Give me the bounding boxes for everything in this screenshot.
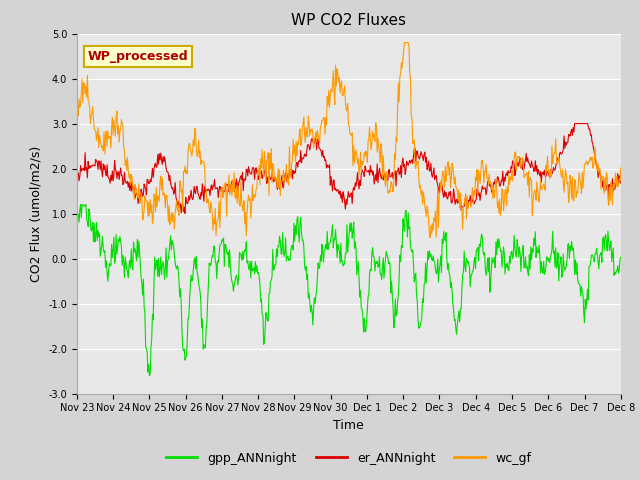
wc_gf — [617, 165, 625, 171]
wc_gf — [139, 217, 147, 223]
Title: WP CO2 Fluxes: WP CO2 Fluxes — [291, 13, 406, 28]
er_ANNnight — [223, 182, 231, 188]
er_ANNnight — [617, 180, 625, 186]
er_ANNnight — [139, 193, 147, 199]
gpp_ANNnight — [224, 249, 232, 255]
gpp_ANNnight — [417, 324, 424, 329]
gpp_ANNnight — [196, 285, 204, 290]
gpp_ANNnight — [617, 254, 625, 260]
Line: gpp_ANNnight: gpp_ANNnight — [77, 204, 621, 375]
wc_gf — [433, 234, 440, 240]
wc_gf — [223, 214, 230, 219]
wc_gf — [83, 94, 90, 100]
er_ANNnight — [431, 174, 439, 180]
gpp_ANNnight — [433, 271, 440, 276]
Y-axis label: CO2 Flux (umol/m2/s): CO2 Flux (umol/m2/s) — [29, 145, 43, 282]
wc_gf — [401, 40, 408, 46]
X-axis label: Time: Time — [333, 419, 364, 432]
gpp_ANNnight — [145, 372, 153, 378]
Line: er_ANNnight: er_ANNnight — [77, 123, 621, 214]
er_ANNnight — [83, 165, 90, 170]
gpp_ANNnight — [73, 236, 81, 242]
wc_gf — [194, 150, 202, 156]
wc_gf — [416, 185, 424, 191]
gpp_ANNnight — [77, 202, 84, 207]
er_ANNnight — [416, 156, 424, 162]
Legend: gpp_ANNnight, er_ANNnight, wc_gf: gpp_ANNnight, er_ANNnight, wc_gf — [161, 447, 536, 469]
Text: WP_processed: WP_processed — [88, 50, 188, 63]
gpp_ANNnight — [84, 219, 92, 225]
wc_gf — [73, 132, 81, 138]
er_ANNnight — [181, 211, 189, 216]
gpp_ANNnight — [140, 276, 147, 282]
wc_gf — [426, 235, 434, 240]
er_ANNnight — [73, 172, 81, 178]
er_ANNnight — [571, 120, 579, 126]
Line: wc_gf: wc_gf — [77, 43, 621, 238]
er_ANNnight — [195, 192, 202, 198]
